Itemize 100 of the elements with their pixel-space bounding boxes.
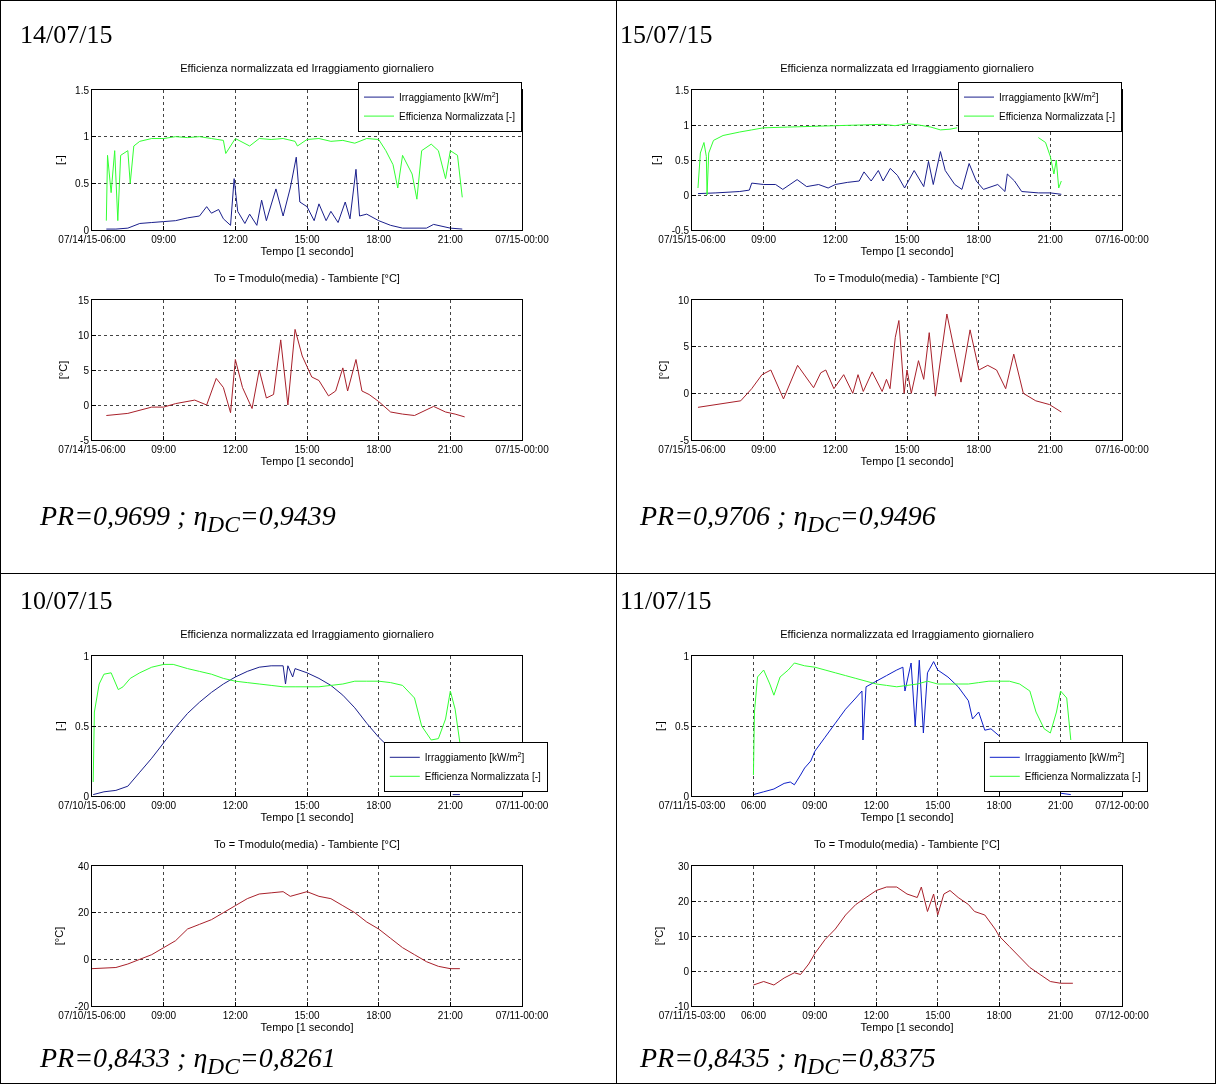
x-tick-label: 07/11-00:00	[495, 800, 549, 811]
y-tick-label: 30	[677, 860, 690, 872]
text: PR=0,9706 ; η$_{DC}$=0,9496	[640, 500, 936, 538]
text: 11/07/15	[620, 586, 712, 616]
x-tick-label: 18:00	[986, 800, 1013, 811]
x-tick-label: 15:00	[294, 800, 320, 811]
x-axis-title: Tempo [1 secondo]	[260, 455, 354, 467]
x-tick-label: 07/11/15-03:00	[658, 800, 726, 811]
x-tick-label: 12:00	[863, 800, 890, 811]
x-tick-label: 12:00	[222, 234, 249, 245]
y-tick-label: 10	[677, 930, 690, 942]
x-tick-label: 09:00	[751, 234, 777, 245]
y-tick-label: -0.5	[671, 224, 690, 236]
y-tick-label: 0.5	[675, 720, 690, 732]
y-tick-label: 1.5	[675, 84, 690, 96]
x-tick-label: 18:00	[366, 234, 392, 245]
x-tick-label: 07/12-00:00	[1095, 800, 1150, 811]
y-tick-label: 20	[77, 907, 90, 919]
y-axis-title: [°C]	[56, 360, 69, 380]
y-axis-title: [-]	[53, 155, 66, 165]
legend-label: Irraggiamento [kW/m$^{2}$]	[424, 751, 525, 764]
x-tick-label: 07/16-00:00	[1095, 444, 1150, 455]
legend-label: Efficienza Normalizzata [-]	[424, 771, 541, 783]
y-tick-label: -5	[680, 434, 690, 446]
y-axis-title: [°C]	[53, 926, 66, 946]
x-tick-label: 21:00	[437, 800, 464, 811]
y-tick-label: -5	[80, 434, 90, 446]
x-tick-label: 07/12-00:00	[1095, 1010, 1150, 1021]
y-tick-label: -20	[74, 1000, 90, 1012]
y-tick-label: 0	[83, 224, 90, 236]
x-tick-label: 15:00	[294, 444, 320, 455]
y-tick-label: 1.5	[75, 84, 90, 96]
x-axis-title: Tempo [1 secondo]	[860, 811, 954, 823]
x-tick-label: 15:00	[925, 1010, 951, 1021]
x-tick-label: 07/10/15-06:00	[58, 800, 127, 811]
x-tick-label: 12:00	[222, 1010, 249, 1021]
line-series	[697, 151, 1062, 195]
chart-title: To = Tmodulo(media) - Tambiente [°C]	[214, 271, 400, 284]
line-series	[92, 891, 461, 970]
x-tick-label: 21:00	[1037, 444, 1064, 455]
chart-title: To = Tmodulo(media) - Tambiente [°C]	[814, 837, 1000, 850]
x-tick-label: 09:00	[151, 1010, 177, 1021]
x-axis-title: Tempo [1 secondo]	[860, 455, 954, 467]
y-tick-label: 0	[683, 965, 690, 977]
y-tick-label: -10	[674, 1000, 690, 1012]
y-tick-label: 5	[83, 364, 90, 376]
x-axis-title: Tempo [1 secondo]	[860, 245, 954, 257]
x-tick-label: 18:00	[986, 1010, 1013, 1021]
y-tick-label: 40	[77, 860, 90, 872]
text: 14/07/15	[20, 20, 113, 50]
x-tick-label: 09:00	[151, 444, 177, 455]
x-tick-label: 12:00	[222, 800, 249, 811]
x-tick-label: 07/16-00:00	[1095, 234, 1150, 245]
legend-label: Irraggiamento [kW/m$^{2}$]	[399, 90, 499, 103]
x-tick-label: 21:00	[1037, 234, 1064, 245]
x-tick-label: 09:00	[751, 444, 777, 455]
legend-label: Efficienza Normalizzata [-]	[1024, 771, 1141, 783]
x-tick-label: 09:00	[151, 234, 177, 245]
chart-title: Efficienza normalizzata ed Irraggiamento giornaliero	[180, 627, 434, 640]
x-tick-label: 15:00	[894, 444, 920, 455]
y-tick-label: 1	[83, 650, 90, 662]
x-tick-label: 07/11/15-03:00	[658, 1010, 726, 1021]
x-tick-label: 09:00	[802, 1010, 828, 1021]
chart-title: To = Tmodulo(media) - Tambiente [°C]	[814, 271, 1000, 284]
x-tick-label: 21:00	[1048, 1010, 1074, 1021]
x-tick-label: 07/14/15-06:00	[58, 234, 127, 245]
x-tick-label: 07/15-00:00	[495, 234, 550, 245]
text: 10/07/15	[20, 586, 113, 616]
y-axis-title: [-]	[653, 721, 666, 731]
line-series	[105, 156, 463, 230]
x-tick-label: 09:00	[151, 800, 177, 811]
y-axis-title: [°C]	[656, 360, 669, 380]
y-tick-label: 0	[683, 387, 690, 399]
x-tick-label: 07/15-00:00	[495, 444, 550, 455]
text: PR=0,8435 ; η$_{DC}$=0,8375	[640, 1042, 936, 1080]
y-tick-label: 0	[83, 953, 90, 965]
text: PR=0,8433 ; η$_{DC}$=0,8261	[40, 1042, 336, 1080]
line-series	[697, 313, 1062, 413]
x-axis-title: Tempo [1 secondo]	[260, 811, 354, 823]
x-tick-label: 18:00	[966, 444, 992, 455]
line-series	[105, 328, 466, 418]
y-tick-label: 20	[677, 895, 690, 907]
x-axis-title: Tempo [1 secondo]	[260, 1021, 354, 1033]
y-tick-label: 0	[83, 399, 90, 411]
x-tick-label: 21:00	[437, 444, 464, 455]
x-tick-label: 18:00	[366, 444, 392, 455]
x-tick-label: 18:00	[366, 800, 392, 811]
x-tick-label: 15:00	[294, 234, 320, 245]
chart-title: Efficienza normalizzata ed Irraggiamento giornaliero	[180, 61, 434, 74]
y-tick-label: 0	[83, 790, 90, 802]
legend-label: Efficienza Normalizzata [-]	[999, 111, 1116, 122]
text: 15/07/15	[620, 20, 713, 50]
y-axis-title: [-]	[53, 721, 66, 731]
x-tick-label: 12:00	[222, 444, 249, 455]
y-tick-label: 15	[77, 294, 90, 306]
x-tick-label: 09:00	[802, 800, 828, 811]
x-tick-label: 07/15/15-06:00	[658, 444, 727, 455]
x-tick-label: 18:00	[366, 1010, 392, 1021]
x-axis-title: Tempo [1 secondo]	[860, 1021, 954, 1033]
x-tick-label: 12:00	[863, 1010, 890, 1021]
